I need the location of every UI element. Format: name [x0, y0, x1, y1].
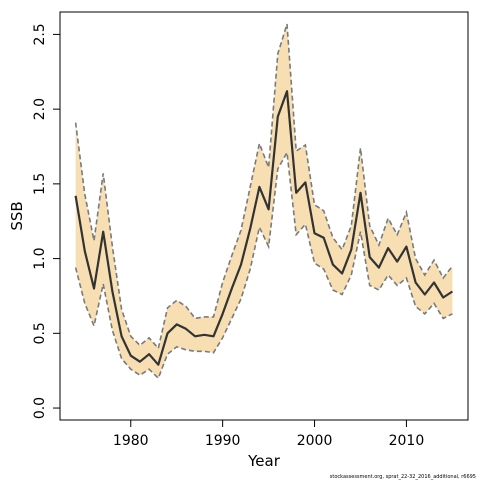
ssb-estimate-line — [74, 90, 454, 366]
x-tick-label: 2010 — [389, 433, 425, 449]
upper-bound-line — [74, 23, 454, 351]
y-tick-label: 2.0 — [32, 98, 48, 120]
y-tick-label: 1.5 — [32, 173, 48, 195]
y-axis-ticks: 0.0 0.5 1.0 1.5 2.0 2.5 — [32, 23, 60, 419]
y-tick-label: 2.5 — [32, 23, 48, 45]
x-tick-label: 1990 — [205, 433, 241, 449]
y-tick-label: 0.5 — [32, 322, 48, 344]
plot-frame — [59, 11, 469, 421]
y-tick-label: 1.0 — [32, 247, 48, 269]
y-axis-label: SSB — [8, 201, 26, 230]
x-tick-label: 2000 — [297, 433, 333, 449]
x-axis-ticks: 1980 1990 2000 2010 — [113, 420, 424, 449]
confidence-band — [75, 24, 453, 379]
x-tick-label: 1980 — [113, 433, 149, 449]
x-axis-label: Year — [247, 452, 281, 470]
lower-bound-line — [74, 149, 453, 380]
footer-credit: stockassessment.org, sprat_22-32_2016_ad… — [330, 474, 476, 480]
y-tick-label: 0.0 — [32, 397, 48, 419]
